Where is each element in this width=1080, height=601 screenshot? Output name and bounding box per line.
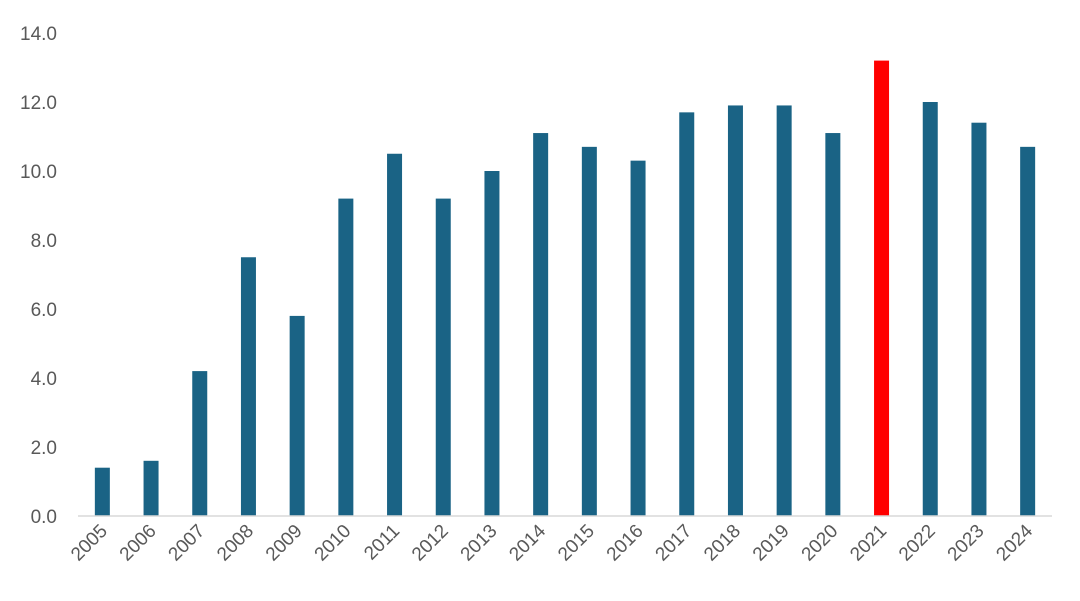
x-tick-label: 2018 bbox=[700, 521, 745, 566]
bar-2014 bbox=[533, 133, 549, 517]
bar-2009 bbox=[289, 315, 305, 516]
bar-2019 bbox=[776, 105, 792, 516]
x-tick-label: 2020 bbox=[798, 521, 843, 566]
x-tick-label: 2010 bbox=[311, 521, 356, 566]
bar-2021 bbox=[874, 60, 890, 516]
bar-2005 bbox=[94, 467, 110, 516]
x-tick-label: 2019 bbox=[749, 521, 794, 566]
y-tick-label: 12.0 bbox=[20, 93, 57, 114]
bar-2022 bbox=[922, 102, 938, 516]
bar-2007 bbox=[192, 371, 208, 516]
bar-2011 bbox=[387, 153, 403, 516]
bar-2015 bbox=[581, 146, 597, 516]
y-tick-label: 8.0 bbox=[31, 231, 57, 252]
y-tick-label: 10.0 bbox=[20, 162, 57, 183]
bar-2024 bbox=[1020, 146, 1036, 516]
bar-2020 bbox=[825, 133, 841, 517]
x-tick-label: 2013 bbox=[457, 521, 502, 566]
bar-2016 bbox=[630, 160, 646, 516]
bar-2008 bbox=[240, 257, 256, 516]
x-tick-label: 2024 bbox=[992, 520, 1037, 565]
x-tick-label: 2015 bbox=[554, 521, 599, 566]
x-tick-label: 2005 bbox=[67, 521, 112, 566]
x-tick-label: 2008 bbox=[213, 521, 258, 566]
x-tick-label: 2016 bbox=[603, 521, 648, 566]
bar-2010 bbox=[338, 198, 354, 516]
x-tick-label: 2022 bbox=[895, 521, 940, 566]
bar-2018 bbox=[727, 105, 743, 516]
y-tick-label: 4.0 bbox=[31, 369, 57, 390]
x-tick-label: 2007 bbox=[165, 521, 210, 566]
bar-2023 bbox=[971, 122, 987, 516]
x-tick-label: 2009 bbox=[262, 521, 307, 566]
x-tick-label: 2012 bbox=[408, 521, 453, 566]
bars bbox=[94, 60, 1036, 517]
bar-2012 bbox=[435, 198, 451, 516]
y-axis-ticks: 0.0 2.0 4.0 6.0 8.0 10.0 12.0 14.0 bbox=[20, 24, 57, 528]
y-tick-label: 14.0 bbox=[20, 24, 57, 45]
y-tick-label: 0.0 bbox=[31, 507, 57, 528]
y-tick-label: 2.0 bbox=[31, 438, 57, 459]
x-tick-label: 2014 bbox=[505, 520, 550, 565]
x-tick-label: 2023 bbox=[944, 521, 989, 566]
y-tick-label: 6.0 bbox=[31, 300, 57, 321]
bar-2017 bbox=[679, 112, 695, 516]
x-tick-label: 2011 bbox=[360, 521, 404, 565]
x-tick-label: 2006 bbox=[116, 521, 161, 566]
x-tick-label: 2017 bbox=[652, 521, 697, 566]
x-tick-label: 2021 bbox=[846, 521, 891, 566]
x-axis-ticks: 2005 2006 2007 2008 2009 2010 2011 2012 2013 2014… bbox=[67, 520, 1037, 565]
bar-2013 bbox=[484, 171, 500, 516]
bar-2006 bbox=[143, 460, 159, 516]
